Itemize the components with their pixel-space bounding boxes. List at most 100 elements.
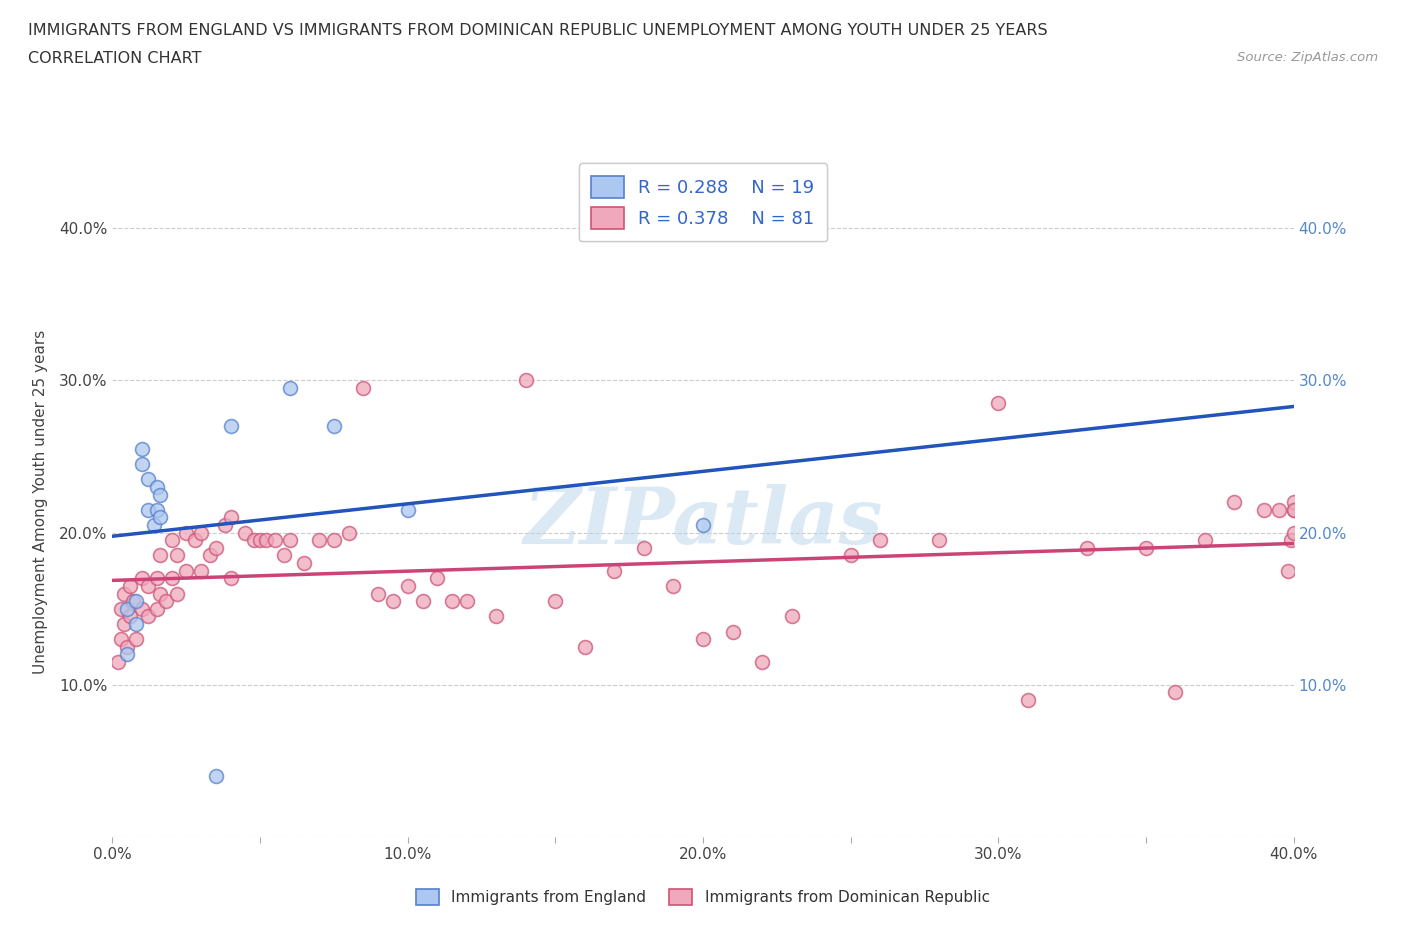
Point: [1279, 533, 1302, 548]
Point: [112, 586, 135, 601]
Text: ZIPatlas: ZIPatlas: [523, 484, 883, 561]
Point: [485, 609, 508, 624]
Point: [633, 540, 655, 555]
Point: [337, 525, 360, 540]
Point: [117, 602, 138, 617]
Point: [323, 533, 346, 548]
Legend: Immigrants from England, Immigrants from Dominican Republic: Immigrants from England, Immigrants from…: [409, 882, 997, 913]
Point: [869, 533, 891, 548]
Point: [721, 624, 744, 639]
Point: [160, 533, 183, 548]
Legend: R = 0.288    N = 19, R = 0.378    N = 81: R = 0.288 N = 19, R = 0.378 N = 81: [579, 163, 827, 242]
Point: [1135, 540, 1157, 555]
Point: [117, 639, 138, 654]
Point: [278, 533, 301, 548]
Point: [233, 525, 256, 540]
Point: [136, 578, 159, 593]
Point: [1282, 502, 1305, 517]
Point: [149, 586, 172, 601]
Point: [146, 602, 169, 617]
Point: [1268, 502, 1291, 517]
Point: [780, 609, 803, 624]
Point: [751, 655, 773, 670]
Point: [146, 480, 169, 495]
Point: [131, 442, 153, 457]
Point: [1282, 495, 1305, 510]
Point: [125, 617, 148, 631]
Point: [1076, 540, 1098, 555]
Point: [243, 533, 266, 548]
Point: [1194, 533, 1216, 548]
Point: [125, 593, 148, 608]
Point: [1017, 693, 1039, 708]
Point: [352, 380, 374, 395]
Point: [426, 571, 449, 586]
Point: [205, 540, 228, 555]
Point: [112, 617, 135, 631]
Point: [1282, 502, 1305, 517]
Point: [190, 525, 212, 540]
Text: Source: ZipAtlas.com: Source: ZipAtlas.com: [1237, 51, 1378, 64]
Point: [155, 593, 177, 608]
Point: [441, 593, 464, 608]
Point: [396, 578, 419, 593]
Point: [166, 548, 188, 563]
Point: [190, 564, 212, 578]
Point: [174, 564, 197, 578]
Point: [219, 571, 242, 586]
Point: [1253, 502, 1275, 517]
Point: [273, 548, 295, 563]
Point: [149, 548, 172, 563]
Point: [184, 533, 207, 548]
Point: [278, 380, 301, 395]
Point: [367, 586, 389, 601]
Point: [1223, 495, 1246, 510]
Point: [603, 564, 626, 578]
Point: [214, 518, 236, 533]
Point: [117, 647, 138, 662]
Point: [149, 487, 172, 502]
Point: [456, 593, 478, 608]
Point: [205, 769, 228, 784]
Point: [692, 631, 714, 646]
Text: IMMIGRANTS FROM ENGLAND VS IMMIGRANTS FROM DOMINICAN REPUBLIC UNEMPLOYMENT AMONG: IMMIGRANTS FROM ENGLAND VS IMMIGRANTS FR…: [28, 23, 1047, 38]
Point: [839, 548, 862, 563]
Point: [254, 533, 277, 548]
Point: [120, 609, 142, 624]
Point: [1164, 685, 1187, 700]
Point: [131, 571, 153, 586]
Point: [692, 518, 714, 533]
Point: [515, 373, 537, 388]
Point: [110, 631, 132, 646]
Point: [249, 533, 271, 548]
Point: [166, 586, 188, 601]
Point: [110, 602, 132, 617]
Point: [122, 593, 145, 608]
Point: [125, 631, 148, 646]
Point: [264, 533, 287, 548]
Point: [120, 578, 142, 593]
Point: [308, 533, 330, 548]
Text: CORRELATION CHART: CORRELATION CHART: [28, 51, 201, 66]
Point: [146, 502, 169, 517]
Point: [1282, 525, 1305, 540]
Point: [219, 510, 242, 525]
Point: [544, 593, 567, 608]
Point: [136, 609, 159, 624]
Point: [160, 571, 183, 586]
Point: [1277, 564, 1299, 578]
Point: [411, 593, 433, 608]
Point: [292, 555, 315, 570]
Point: [198, 548, 221, 563]
Point: [149, 510, 172, 525]
Point: [928, 533, 950, 548]
Point: [574, 639, 596, 654]
Point: [136, 502, 159, 517]
Point: [131, 602, 153, 617]
Point: [219, 418, 242, 433]
Point: [131, 457, 153, 472]
Point: [662, 578, 685, 593]
Point: [146, 571, 169, 586]
Point: [396, 502, 419, 517]
Y-axis label: Unemployment Among Youth under 25 years: Unemployment Among Youth under 25 years: [32, 330, 48, 674]
